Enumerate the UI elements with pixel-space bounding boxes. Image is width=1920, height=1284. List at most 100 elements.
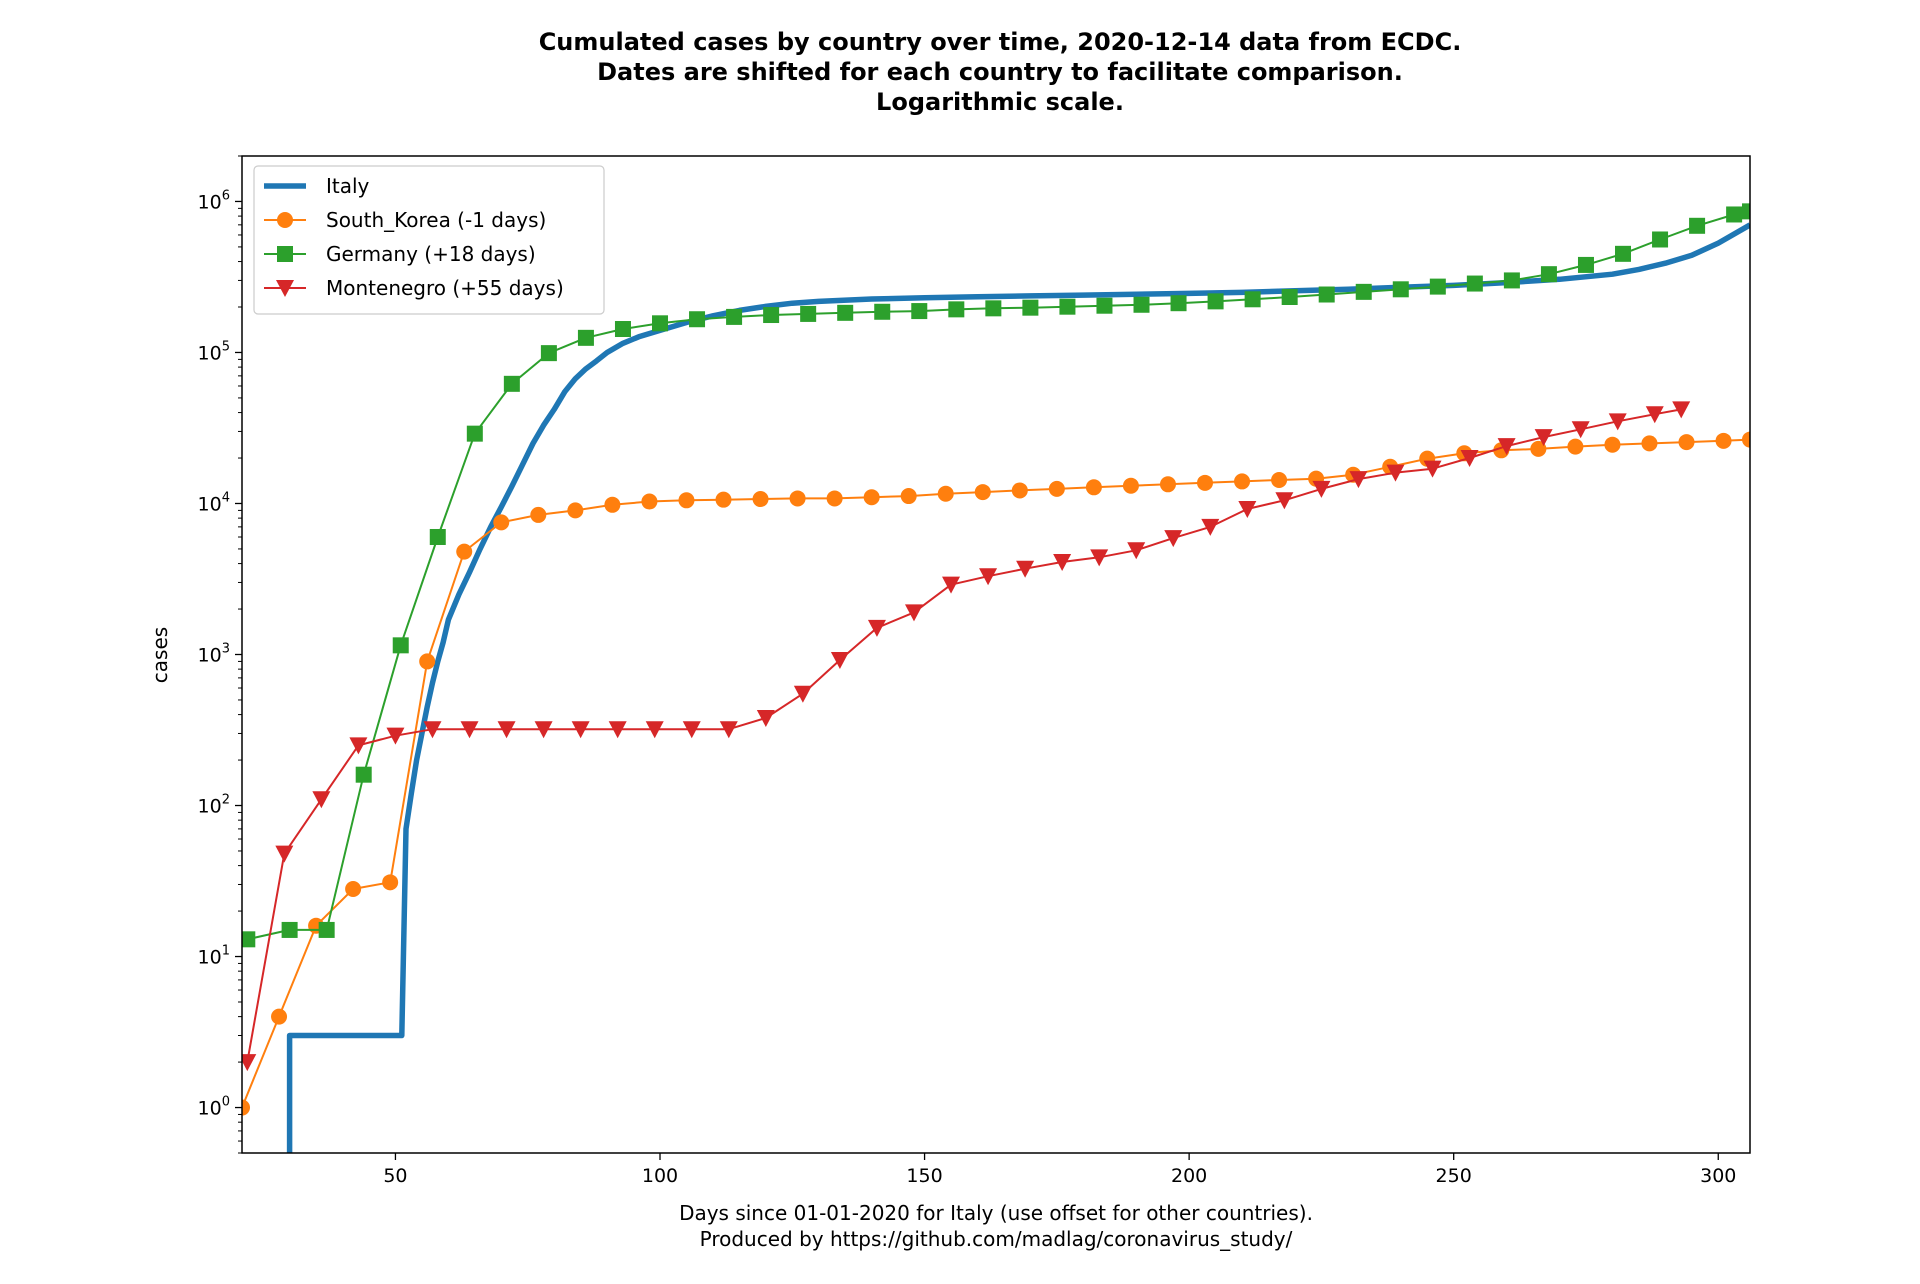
data-point-2-1	[281, 921, 298, 938]
data-point-2-20	[985, 300, 1002, 317]
x-axis-label-line-1: Days since 01-01-2020 for Italy (use off…	[679, 1201, 1313, 1225]
data-point-1-41	[1742, 431, 1750, 448]
data-point-2-16	[837, 304, 854, 321]
data-point-2-13	[726, 308, 743, 325]
x-tick-label-2: 150	[906, 1165, 942, 1187]
data-point-2-23	[1096, 297, 1113, 314]
data-point-3-17	[867, 619, 886, 637]
data-point-1-8	[530, 506, 547, 523]
data-point-2-11	[652, 315, 669, 332]
chart-title-line-1: Cumulated cases by country over time, 20…	[539, 28, 1462, 56]
legend-box	[253, 165, 605, 315]
data-point-3-11	[645, 721, 664, 739]
data-point-1-37	[1604, 436, 1621, 453]
data-point-1-19	[937, 485, 954, 502]
chart-title-line-2: Dates are shifted for each country to fa…	[597, 58, 1403, 86]
x-axis-label-line-2: Produced by https://github.com/madlag/co…	[700, 1227, 1293, 1251]
data-point-3-18	[904, 604, 923, 622]
data-point-3-35	[1534, 429, 1553, 447]
data-point-1-40	[1715, 432, 1732, 449]
data-point-3-10	[608, 721, 627, 739]
data-point-1-16	[826, 490, 843, 507]
data-point-2-27	[1244, 291, 1261, 308]
data-point-2-10	[614, 321, 631, 338]
data-point-2-29	[1318, 286, 1335, 303]
data-point-2-41	[1742, 203, 1750, 220]
data-point-2-5	[429, 528, 446, 545]
data-point-3-14	[756, 709, 775, 727]
x-tick-label-1: 100	[642, 1165, 678, 1187]
data-point-3-2	[312, 791, 331, 809]
data-point-1-21	[1011, 482, 1028, 499]
data-point-1-20	[974, 484, 991, 501]
data-point-3-7	[497, 721, 516, 739]
data-point-2-18	[911, 303, 928, 320]
data-point-1-1	[271, 1008, 288, 1025]
series-3	[242, 401, 1691, 1072]
data-point-1-12	[678, 492, 695, 509]
data-point-3-38	[1645, 406, 1664, 424]
data-point-1-35	[1530, 440, 1547, 457]
data-point-1-26	[1197, 474, 1214, 491]
data-point-2-28	[1281, 288, 1298, 305]
data-point-1-39	[1678, 434, 1695, 451]
data-point-3-29	[1312, 480, 1331, 498]
data-point-2-15	[800, 305, 817, 322]
data-point-2-19	[948, 301, 965, 318]
data-point-3-34	[1497, 438, 1516, 456]
data-point-1-0	[242, 1099, 250, 1116]
data-point-2-34	[1503, 272, 1520, 289]
plot-area-frame	[241, 155, 1751, 1154]
data-point-3-8	[534, 721, 553, 739]
data-point-3-5	[423, 721, 442, 739]
data-point-3-4	[386, 727, 405, 745]
data-point-2-32	[1429, 278, 1446, 295]
data-point-2-9	[577, 329, 594, 346]
data-point-1-6	[456, 543, 473, 560]
data-point-2-24	[1133, 296, 1150, 313]
data-point-2-7	[503, 375, 520, 392]
data-point-3-19	[942, 576, 961, 594]
data-point-2-26	[1207, 293, 1224, 310]
data-point-1-5	[419, 653, 436, 670]
x-tick-label-0: 50	[383, 1165, 407, 1187]
data-point-2-21	[1022, 299, 1039, 316]
data-point-2-2	[318, 921, 335, 938]
y-tick-label-4: 104	[198, 490, 230, 515]
data-point-3-30	[1349, 471, 1368, 489]
data-point-1-22	[1048, 480, 1065, 497]
y-tick-label-1: 101	[198, 944, 230, 969]
data-point-1-7	[493, 514, 510, 531]
data-point-2-36	[1577, 256, 1594, 273]
data-point-3-24	[1127, 542, 1146, 560]
series-layer	[242, 203, 1750, 1153]
data-point-2-4	[392, 637, 409, 654]
legend-swatch-marker-2	[277, 246, 293, 262]
data-point-3-39	[1672, 401, 1691, 419]
data-point-1-28	[1271, 472, 1288, 489]
data-point-1-24	[1122, 477, 1139, 494]
data-point-1-13	[715, 491, 732, 508]
data-point-1-27	[1234, 473, 1251, 490]
legend-label-1: South_Korea (-1 days)	[326, 208, 546, 232]
data-point-2-12	[689, 311, 706, 328]
legend-label-3: Montenegro (+55 days)	[326, 276, 564, 300]
series-0	[286, 222, 1750, 1153]
x-axis-label: Days since 01-01-2020 for Italy (use off…	[679, 1201, 1313, 1251]
plot-area-background	[242, 156, 1750, 1153]
y-axis-label: cases	[148, 627, 172, 683]
legend-label-2: Germany (+18 days)	[326, 242, 536, 266]
data-point-2-38	[1652, 231, 1669, 248]
legend: Italy South_Korea (-1 days) Germany (+18 d…	[253, 165, 605, 315]
data-point-1-36	[1567, 438, 1584, 455]
data-point-2-35	[1540, 266, 1557, 283]
data-point-3-23	[1090, 549, 1109, 567]
data-point-3-25	[1164, 530, 1183, 548]
data-point-2-17	[874, 303, 891, 320]
data-point-1-9	[567, 502, 584, 519]
legend-swatch-marker-1	[277, 212, 293, 228]
data-point-2-30	[1355, 283, 1372, 300]
data-point-2-8	[540, 345, 557, 362]
y-tick-label-2: 102	[198, 793, 230, 818]
